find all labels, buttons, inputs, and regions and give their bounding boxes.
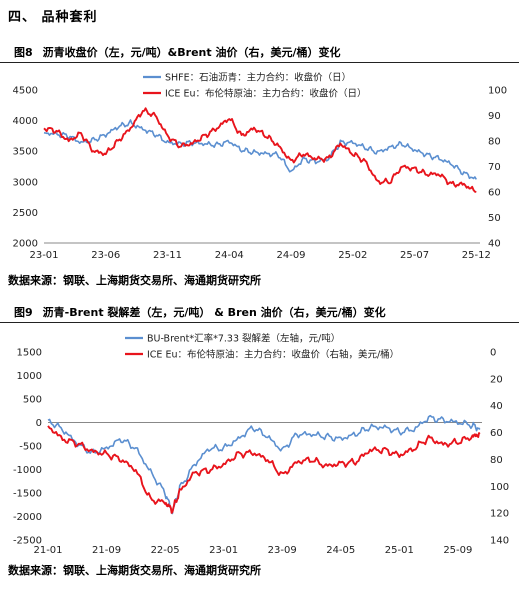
x-tick-label: 25-01 — [385, 545, 414, 556]
figure-8-title: 沥青收盘价（左，元/吨）&Brent 油价（右，美元/桶）变化 — [42, 46, 341, 59]
y-right-tick-label: 60 — [488, 188, 501, 199]
series-line-2 — [43, 107, 477, 193]
x-tick-label: 23-09 — [268, 545, 297, 556]
figure-9-title: 沥青-Brent 裂解差（左，元/吨） & Bren 油价（右，美元/桶）变化 — [42, 306, 386, 319]
y-right-tick-label: 50 — [488, 213, 501, 224]
y-right-tick-label: 70 — [488, 162, 501, 173]
y-right-tick-label: 40 — [490, 401, 503, 412]
x-tick-label: 21-01 — [33, 545, 62, 556]
x-tick-label: 23-11 — [153, 250, 182, 261]
y-left-tick-label: -2500 — [13, 536, 42, 547]
x-tick-label: 24-05 — [326, 545, 355, 556]
y-right-tick-label: 60 — [490, 428, 503, 439]
y-right-tick-label: 20 — [490, 374, 503, 385]
y-left-tick-label: -2000 — [13, 512, 42, 523]
legend-label-2: ICE Eu：布伦特原油：主力合约：收盘价（日） — [165, 88, 366, 100]
y-left-tick-label: 2000 — [13, 239, 38, 250]
y-right-tick-label: 40 — [488, 239, 501, 250]
legend-label-1: SHFE：石油沥青：主力合约：收盘价（日） — [165, 72, 351, 84]
x-tick-label: 25-07 — [400, 250, 429, 261]
series-line-2 — [47, 425, 481, 514]
y-right-tick-label: 90 — [488, 111, 501, 122]
x-tick-label: 21-09 — [92, 545, 121, 556]
y-left-tick-label: 3000 — [13, 177, 38, 188]
x-tick-label: 23-01 — [209, 545, 238, 556]
y-right-tick-label: 0 — [490, 348, 496, 359]
y-left-tick-label: 0 — [36, 418, 42, 429]
legend-label-1: BU-Brent*汇率*7.33 裂解差（左轴，元/吨） — [147, 333, 340, 345]
series-line-1 — [47, 414, 481, 515]
figure-8-chart: 2000 2500 3000 3500 4000 4500 40 50 60 70 80 90 100 2… — [13, 72, 508, 262]
y-left-tick-label: 1000 — [17, 371, 42, 382]
y-left-tick-label: 4500 — [13, 86, 38, 97]
figure-8-source: 数据来源：钢联、上海期货交易所、海通期货研究所 — [8, 274, 261, 287]
y-left-tick-label: -1500 — [13, 489, 42, 500]
figure-9-source: 数据来源：钢联、上海期货交易所、海通期货研究所 — [8, 564, 261, 577]
figure-8-label: 图8 — [14, 46, 33, 59]
x-tick-label: 25-09 — [443, 545, 472, 556]
y-left-tick-label: 500 — [23, 395, 42, 406]
y-right-tick-label: 80 — [488, 137, 501, 148]
x-tick-label: 24-04 — [215, 250, 244, 261]
y-left-tick-label: 4000 — [13, 116, 38, 127]
y-right-tick-label: 120 — [490, 509, 509, 520]
legend-label-2: ICE Eu：布伦特原油：主力合约：收盘价（右轴，美元/桶） — [147, 349, 399, 361]
y-right-tick-label: 80 — [490, 455, 503, 466]
x-tick-label: 25-12 — [462, 250, 491, 261]
y-left-tick-label: 2500 — [13, 208, 38, 219]
figure-9-chart: -2500 -2000 -1500 -1000 -500 0 500 1000 1500 0 20 4… — [13, 333, 509, 557]
y-left-tick-label: -500 — [19, 442, 42, 453]
y-left-tick-label: 1500 — [17, 348, 42, 359]
figure-8-title-bar: 图8 沥青收盘价（左，元/吨）&Brent 油价（右，美元/桶）变化 — [0, 44, 519, 63]
x-tick-label: 23-06 — [91, 250, 120, 261]
series-line-1 — [43, 119, 477, 180]
y-right-tick-label: 100 — [490, 482, 509, 493]
figure-9-label: 图9 — [14, 306, 33, 319]
x-tick-label: 22-05 — [151, 545, 180, 556]
figure-9-title-bar: 图9 沥青-Brent 裂解差（左，元/吨） & Bren 油价（右，美元/桶）变… — [0, 304, 519, 323]
y-left-tick-label: 3500 — [13, 147, 38, 158]
x-tick-label: 24-09 — [276, 250, 305, 261]
y-right-tick-label: 140 — [490, 536, 509, 547]
section-heading: 四、 品种套利 — [8, 10, 98, 25]
x-tick-label: 25-02 — [338, 250, 367, 261]
x-tick-label: 23-01 — [29, 250, 58, 261]
y-right-tick-label: 100 — [488, 86, 507, 97]
y-left-tick-label: -1000 — [13, 465, 42, 476]
